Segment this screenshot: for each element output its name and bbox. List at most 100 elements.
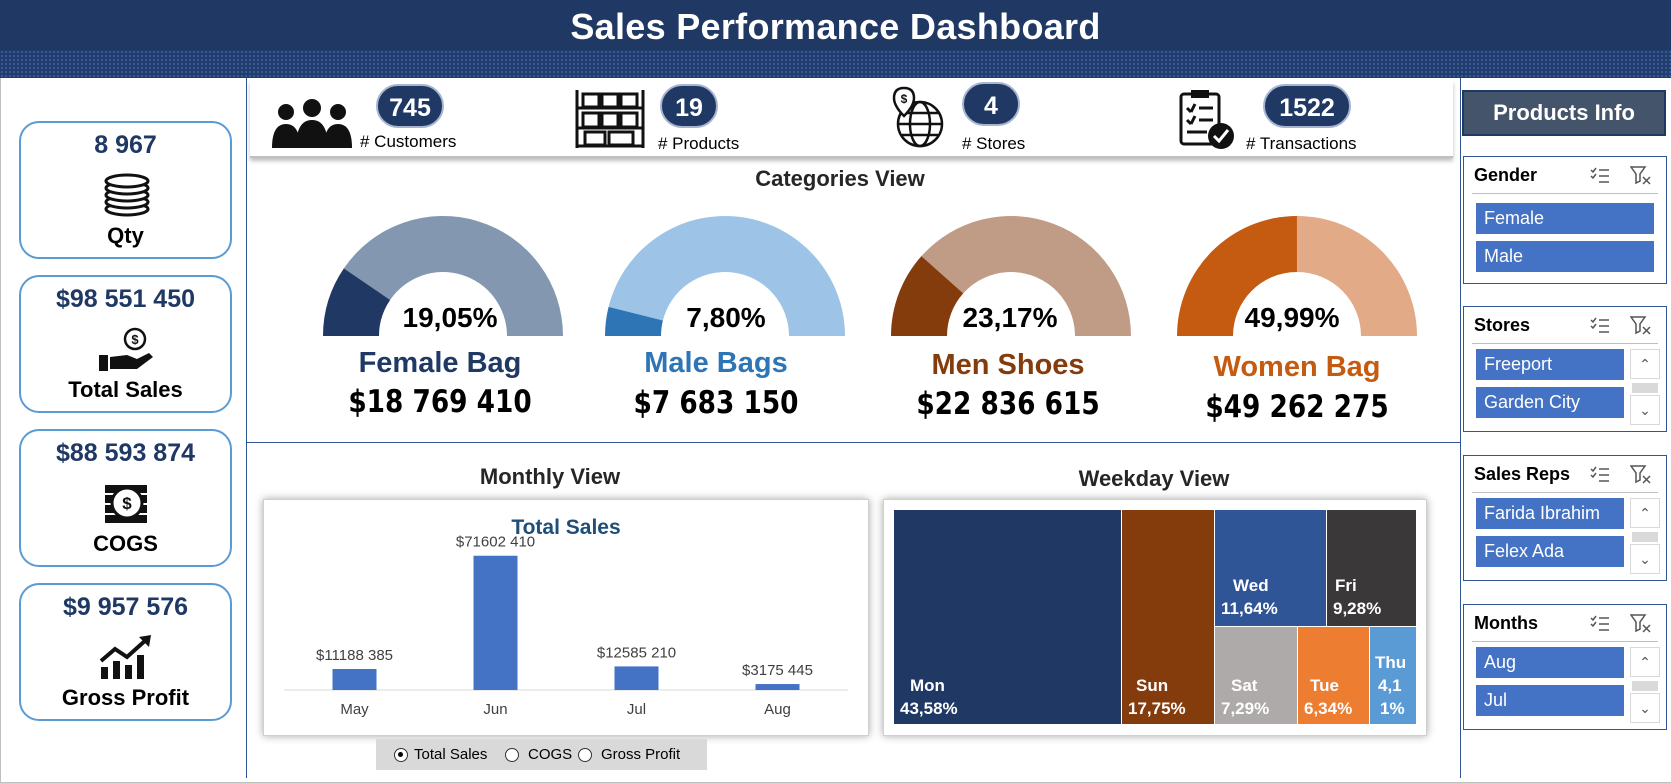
treemap-pct: 9,28%	[1333, 599, 1382, 618]
treemap-sun: Sun 17,75%	[1122, 510, 1215, 725]
kpi-label: Total Sales	[68, 377, 183, 402]
kpi-label: COGS	[93, 531, 158, 556]
treemap-pct: 11,64%	[1221, 599, 1278, 618]
donut-svg	[891, 216, 1131, 336]
bar-may	[332, 669, 377, 690]
clear-filter-icon[interactable]	[1630, 464, 1652, 484]
slicer-divider	[1472, 343, 1658, 344]
kpi-label: Qty	[107, 223, 144, 248]
treemap-pct: 43,58%	[900, 699, 958, 718]
bar-data-label: $71602 410	[456, 534, 535, 551]
bar-chart-svg: $11188 385 May $71602 410 Jun $12585 210 Jul $…	[284, 534, 848, 718]
cash-coin-icon: $	[105, 485, 147, 523]
multi-select-icon[interactable]	[1590, 615, 1610, 631]
donut-chart-men-shoes	[884, 212, 1138, 342]
treemap-mon: Mon 43,58%	[894, 510, 1122, 725]
donut-pct: 23,17%	[962, 302, 1058, 333]
divider-right	[1460, 78, 1461, 778]
customers-count: 745	[376, 84, 444, 128]
donut-segment-remainder	[608, 216, 845, 336]
counters-bar: 745 # Customers 19 # Products $ 4 # Stor…	[250, 80, 1453, 158]
scroll-down-icon[interactable]: ⌄	[1630, 693, 1660, 723]
radio-gross-profit[interactable]	[578, 748, 592, 762]
people-icon	[272, 99, 352, 148]
divider-left	[246, 78, 247, 778]
treemap-pct: 1%	[1380, 699, 1405, 718]
slicer-divider	[1472, 641, 1658, 642]
kpi-card-cogs: $88 593 874 $ COGS	[19, 429, 232, 567]
donut-chart-women-bag	[1170, 212, 1424, 342]
kpi-value: $98 551 450	[55, 285, 196, 313]
coins-stack-icon	[104, 173, 150, 217]
category-name: Female Bag	[358, 347, 522, 379]
transactions-count: 1522	[1263, 84, 1351, 128]
multi-select-icon[interactable]	[1590, 317, 1610, 333]
donut-chart-male-bags	[598, 212, 852, 342]
category-amount: $18 769 410	[348, 384, 532, 420]
x-tick-label: May	[340, 701, 369, 718]
treemap-day: Fri	[1335, 576, 1357, 595]
scroll-thumb[interactable]	[1632, 681, 1658, 691]
monthly-title: Monthly View	[479, 464, 621, 489]
donut-segment-remainder	[1296, 216, 1417, 336]
category-amount: $49 262 275	[1205, 389, 1389, 425]
x-tick-label: Aug	[764, 701, 791, 718]
slicer-gender: Gender Female Male	[1463, 156, 1667, 284]
header-bar	[0, 0, 1671, 50]
clear-filter-icon[interactable]	[1630, 613, 1652, 633]
slicer-item[interactable]: Garden City	[1476, 387, 1624, 418]
scroll-up-icon[interactable]: ⌃	[1630, 349, 1660, 379]
scroll-thumb[interactable]	[1632, 383, 1658, 393]
donut-segment-share	[605, 306, 663, 336]
slicer-item[interactable]: Freeport	[1476, 349, 1624, 380]
shelves-icon	[575, 90, 645, 148]
treemap-fri: Fri 9,28%	[1327, 510, 1417, 627]
radio-cogs[interactable]	[505, 748, 519, 762]
slicer-title: Gender	[1474, 165, 1538, 185]
slicer-title: Months	[1474, 613, 1538, 633]
customers-label: # Customers	[360, 132, 457, 151]
x-tick-label: Jun	[483, 701, 507, 718]
slicer-item[interactable]: Farida Ibrahim	[1476, 498, 1624, 529]
radio-total-sales[interactable]	[394, 748, 408, 762]
slicer-item[interactable]: Male	[1476, 241, 1654, 272]
multi-select-icon[interactable]	[1590, 167, 1610, 183]
scroll-up-icon[interactable]: ⌃	[1630, 498, 1660, 528]
weekday-treemap: Mon 43,58% Sun 17,75% Wed 11,64% Fri 9,2…	[883, 499, 1427, 736]
slicer-scrollbar[interactable]: ⌃ ⌄	[1630, 647, 1660, 727]
radio-label: Total Sales	[414, 746, 488, 763]
slicer-item[interactable]: Jul	[1476, 685, 1624, 716]
donut-segment-share	[323, 268, 391, 336]
bar-data-label: $11188 385	[316, 647, 393, 664]
svg-text:$: $	[131, 332, 139, 347]
treemap-sat: Sat 7,29%	[1215, 627, 1298, 725]
clear-filter-icon[interactable]	[1630, 315, 1652, 335]
donut-segment-share	[891, 256, 964, 336]
slicer-item[interactable]: Aug	[1476, 647, 1624, 678]
slicer-scrollbar[interactable]: ⌃ ⌄	[1630, 349, 1660, 429]
clipboard-check-icon	[1179, 90, 1234, 149]
scroll-up-icon[interactable]: ⌃	[1630, 647, 1660, 677]
scroll-down-icon[interactable]: ⌄	[1630, 395, 1660, 425]
slicer-item[interactable]: Felex Ada	[1476, 536, 1624, 567]
transactions-label: # Transactions	[1246, 134, 1357, 153]
header-pattern	[0, 50, 1671, 78]
products-count: 19	[660, 84, 718, 128]
treemap-day: Thu	[1375, 653, 1407, 672]
multi-select-icon[interactable]	[1590, 466, 1610, 482]
slicer-divider	[1472, 193, 1658, 194]
category-name: Women Bag	[1213, 351, 1381, 383]
scroll-thumb[interactable]	[1632, 532, 1658, 542]
donut-pct: 49,99%	[1244, 302, 1340, 333]
kpi-value: $88 593 874	[55, 439, 196, 467]
bar-jul	[614, 666, 659, 690]
page-title: Sales Performance Dashboard	[570, 6, 1101, 47]
slicer-scrollbar[interactable]: ⌃ ⌄	[1630, 498, 1660, 578]
treemap-day: Sat	[1231, 676, 1258, 695]
scroll-down-icon[interactable]: ⌄	[1630, 544, 1660, 574]
categories-title: Categories View	[755, 166, 925, 191]
slicer-item[interactable]: Female	[1476, 203, 1654, 234]
clear-filter-icon[interactable]	[1630, 165, 1652, 185]
treemap-day: Wed	[1233, 576, 1269, 595]
weekday-title: Weekday View	[1078, 466, 1230, 491]
